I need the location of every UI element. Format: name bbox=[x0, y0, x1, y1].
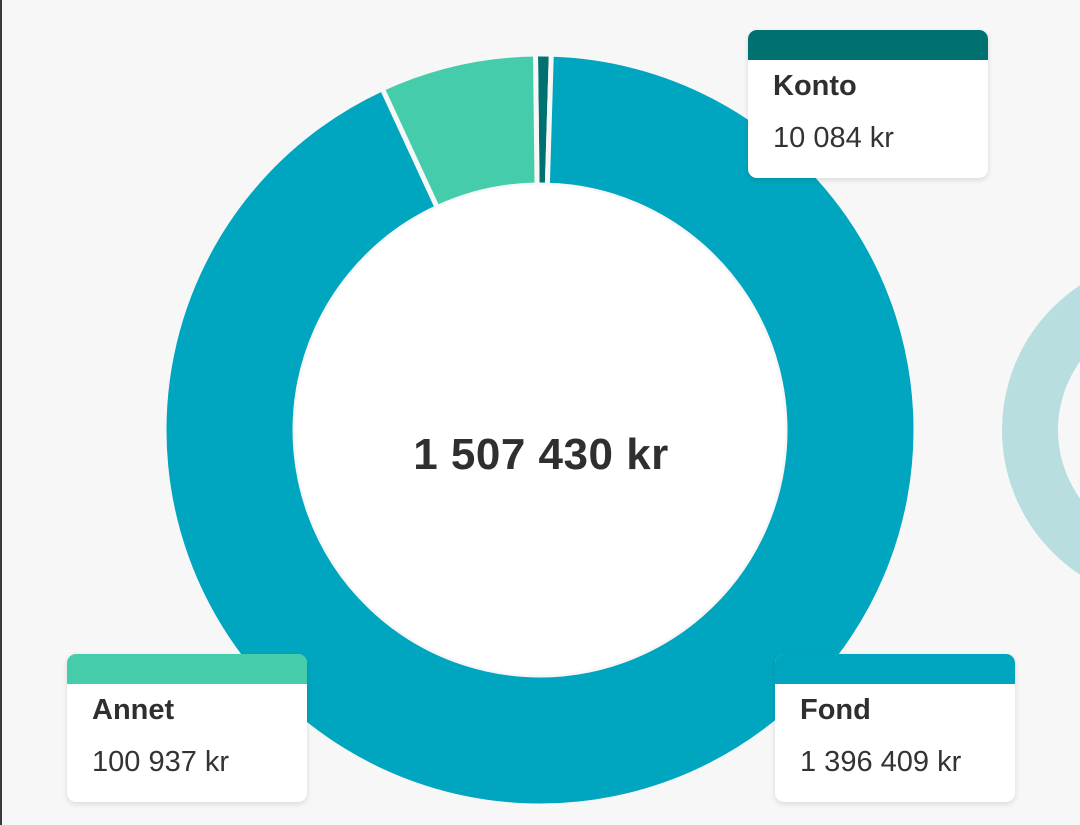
legend-card-konto[interactable]: Konto 10 084 kr bbox=[748, 30, 988, 178]
left-edge-divider bbox=[0, 0, 2, 825]
legend-label-konto: Konto bbox=[773, 70, 857, 102]
donut-slice-fond[interactable] bbox=[161, 51, 919, 809]
legend-value-annet: 100 937 kr bbox=[92, 746, 230, 778]
legend-value-fond: 1 396 409 kr bbox=[800, 746, 962, 778]
donut-center bbox=[295, 185, 785, 675]
donut-slice-annet[interactable] bbox=[379, 51, 540, 211]
legend-color-bar-konto bbox=[748, 30, 988, 60]
legend-card-annet[interactable]: Annet 100 937 kr bbox=[67, 654, 307, 802]
legend-color-bar-fond bbox=[775, 654, 1015, 684]
neighbor-donut-ring[interactable] bbox=[1002, 285, 1080, 575]
legend-label-fond: Fond bbox=[800, 694, 871, 726]
legend-card-fond[interactable]: Fond 1 396 409 kr bbox=[775, 654, 1015, 802]
neighbor-donut-chart-partial[interactable] bbox=[1002, 285, 1080, 575]
legend-label-annet: Annet bbox=[92, 694, 175, 726]
legend-color-bar-annet bbox=[67, 654, 307, 684]
total-value: 1 507 430 kr bbox=[413, 430, 669, 479]
legend-value-konto: 10 084 kr bbox=[773, 122, 894, 154]
